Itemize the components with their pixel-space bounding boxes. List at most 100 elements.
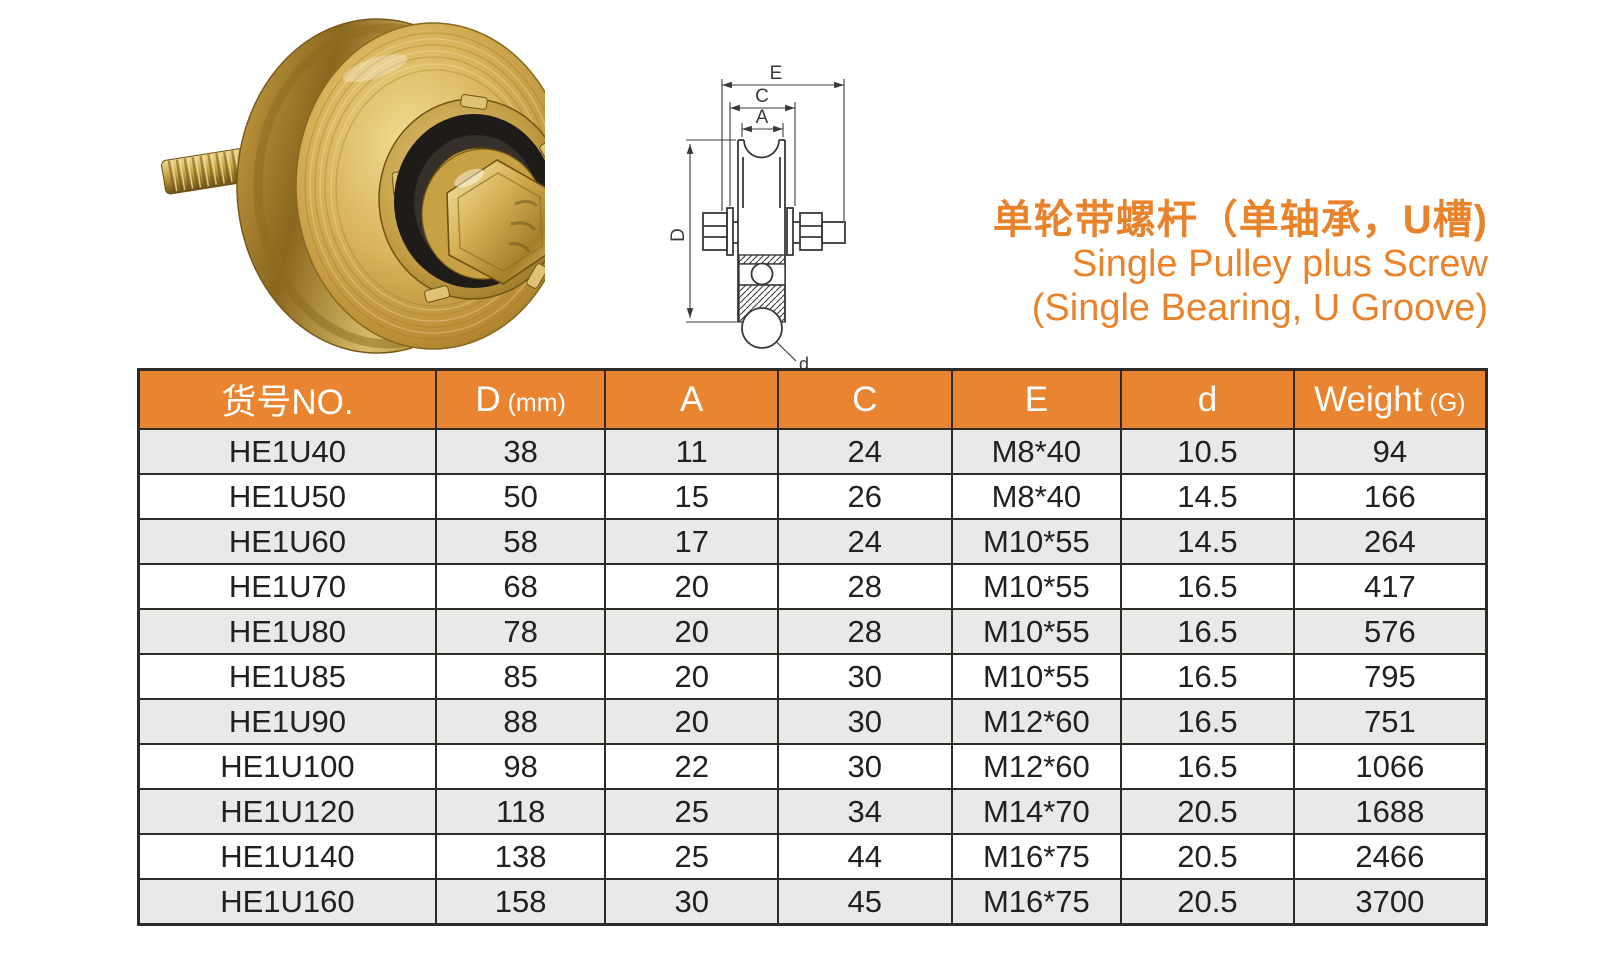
column-header-3: C	[776, 368, 953, 430]
value-cell: 576	[1292, 608, 1488, 655]
value-cell: M8*40	[950, 473, 1123, 520]
value-cell: 16.5	[1120, 743, 1295, 790]
dimension-diagram-icon: E C A D d	[668, 63, 846, 374]
table-row: HE1U140 138 25 44 M16*75 20.5 2466	[137, 833, 1488, 880]
column-header-label: 货号NO.	[221, 383, 354, 422]
value-cell: 14.5	[1120, 473, 1295, 520]
part-number-cell: HE1U85	[137, 653, 437, 700]
value-cell: 15	[604, 473, 779, 520]
column-header-label: d	[1197, 379, 1218, 419]
value-cell: 2466	[1292, 833, 1488, 880]
value-cell: 28	[776, 563, 953, 610]
value-cell: 30	[776, 743, 953, 790]
value-cell: 25	[604, 833, 779, 880]
value-cell: 20.5	[1120, 878, 1295, 926]
spec-table-body: HE1U40 38 11 24 M8*40 10.5 94 HE1U50 50 15 26 M8*40…	[137, 428, 1488, 926]
table-row: HE1U40 38 11 24 M8*40 10.5 94	[137, 428, 1488, 475]
part-number-cell: HE1U70	[137, 563, 437, 610]
table-row: HE1U60 58 17 24 M10*55 14.5 264	[137, 518, 1488, 565]
value-cell: M12*60	[950, 698, 1123, 745]
value-cell: 94	[1292, 428, 1488, 475]
column-header-unit: (G)	[1422, 388, 1466, 417]
value-cell: 20.5	[1120, 833, 1295, 880]
column-header-5: d	[1120, 368, 1295, 430]
value-cell: 26	[776, 473, 953, 520]
value-cell: 25	[604, 788, 779, 835]
table-row: HE1U70 68 20 28 M10*55 16.5 417	[137, 563, 1488, 610]
value-cell: 14.5	[1120, 518, 1295, 565]
value-cell: M10*55	[950, 608, 1123, 655]
column-header-label: Weight	[1314, 379, 1423, 419]
value-cell: 16.5	[1120, 608, 1295, 655]
pulley-photo-icon	[161, 18, 571, 354]
value-cell: 30	[776, 653, 953, 700]
value-cell: M12*60	[950, 743, 1123, 790]
value-cell: 20	[604, 698, 779, 745]
table-row: HE1U100 98 22 30 M12*60 16.5 1066	[137, 743, 1488, 790]
value-cell: 78	[434, 608, 607, 655]
value-cell: M10*55	[950, 518, 1123, 565]
value-cell: 45	[776, 878, 953, 926]
value-cell: 44	[776, 833, 953, 880]
value-cell: 3700	[1292, 878, 1488, 926]
column-header-label: C	[852, 379, 878, 419]
value-cell: M10*55	[950, 563, 1123, 610]
value-cell: 1688	[1292, 788, 1488, 835]
column-header-label: A	[680, 379, 704, 419]
value-cell: 38	[434, 428, 607, 475]
value-cell: 20	[604, 608, 779, 655]
value-cell: M16*75	[950, 833, 1123, 880]
value-cell: 16.5	[1120, 563, 1295, 610]
table-row: HE1U50 50 15 26 M8*40 14.5 166	[137, 473, 1488, 520]
part-number-cell: HE1U100	[137, 743, 437, 790]
value-cell: 795	[1292, 653, 1488, 700]
part-number-cell: HE1U90	[137, 698, 437, 745]
table-row: HE1U80 78 20 28 M10*55 16.5 576	[137, 608, 1488, 655]
value-cell: 751	[1292, 698, 1488, 745]
column-header-label: D	[475, 379, 501, 419]
column-header-2: A	[604, 368, 779, 430]
column-header-6: Weight (G)	[1292, 368, 1488, 430]
value-cell: 118	[434, 788, 607, 835]
table-row: HE1U85 85 20 30 M10*55 16.5 795	[137, 653, 1488, 700]
product-title-en-2: (Single Bearing, U Groove)	[1031, 287, 1488, 329]
value-cell: 22	[604, 743, 779, 790]
part-number-cell: HE1U60	[137, 518, 437, 565]
value-cell: 58	[434, 518, 607, 565]
value-cell: 50	[434, 473, 607, 520]
value-cell: 17	[604, 518, 779, 565]
product-title-en-1: Single Pulley plus Screw	[1071, 243, 1488, 285]
part-number-cell: HE1U140	[137, 833, 437, 880]
dim-label-E: E	[770, 63, 783, 84]
table-row: HE1U120 118 25 34 M14*70 20.5 1688	[137, 788, 1488, 835]
column-header-1: D (mm)	[434, 368, 607, 430]
value-cell: 85	[434, 653, 607, 700]
value-cell: 10.5	[1120, 428, 1295, 475]
dim-label-C: C	[755, 86, 769, 107]
value-cell: 417	[1292, 563, 1488, 610]
value-cell: 30	[604, 878, 779, 926]
value-cell: 166	[1292, 473, 1488, 520]
table-row: HE1U90 88 20 30 M12*60 16.5 751	[137, 698, 1488, 745]
value-cell: 158	[434, 878, 607, 926]
value-cell: 98	[434, 743, 607, 790]
value-cell: 34	[776, 788, 953, 835]
value-cell: 68	[434, 563, 607, 610]
value-cell: M10*55	[950, 653, 1123, 700]
value-cell: 20	[604, 653, 779, 700]
part-number-cell: HE1U80	[137, 608, 437, 655]
product-photo	[125, 8, 571, 360]
value-cell: 11	[604, 428, 779, 475]
value-cell: M14*70	[950, 788, 1123, 835]
value-cell: 20	[604, 563, 779, 610]
dim-label-A: A	[756, 107, 769, 128]
value-cell: 88	[434, 698, 607, 745]
part-number-cell: HE1U160	[137, 878, 437, 926]
value-cell: 1066	[1292, 743, 1488, 790]
value-cell: 24	[776, 518, 953, 565]
column-header-label: E	[1024, 379, 1049, 419]
